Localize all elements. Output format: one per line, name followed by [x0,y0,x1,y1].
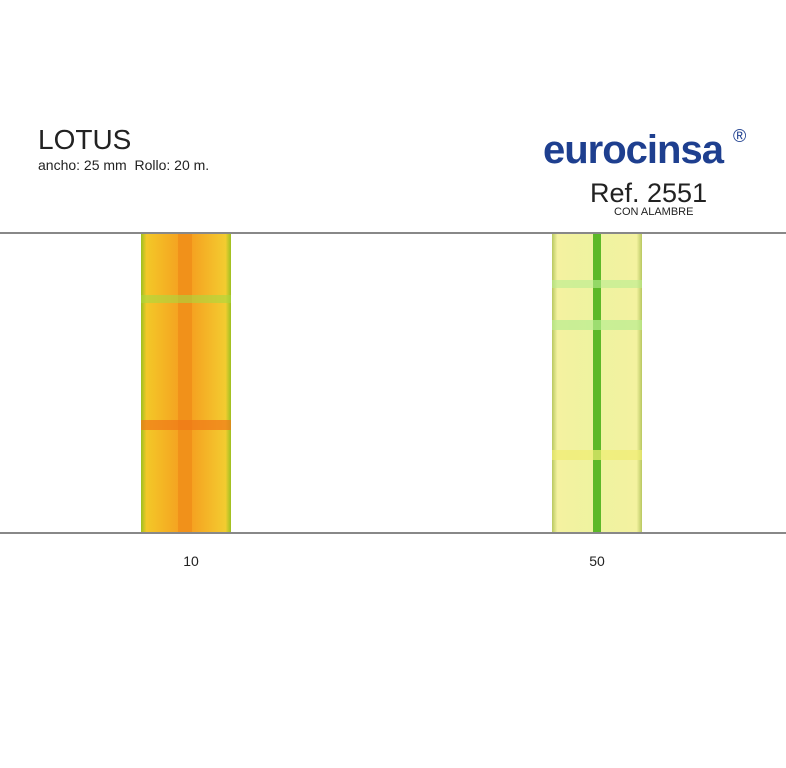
sample-label: 10 [183,553,199,569]
stripe [593,234,601,533]
stripe [141,295,231,303]
stripe [552,320,642,330]
stripe [552,450,642,460]
brand-mark: ® [733,126,747,146]
reference: Ref. 2551 [590,178,708,208]
stripe [141,420,231,430]
title: LOTUS [38,124,132,155]
subtitle: ancho: 25 mm Rollo: 20 m. [38,157,210,173]
brand: eurocinsa [543,128,724,172]
stripe [552,280,642,288]
sample-label: 50 [589,553,605,569]
note: CON ALAMBRE [614,206,694,218]
stripe [178,234,192,533]
